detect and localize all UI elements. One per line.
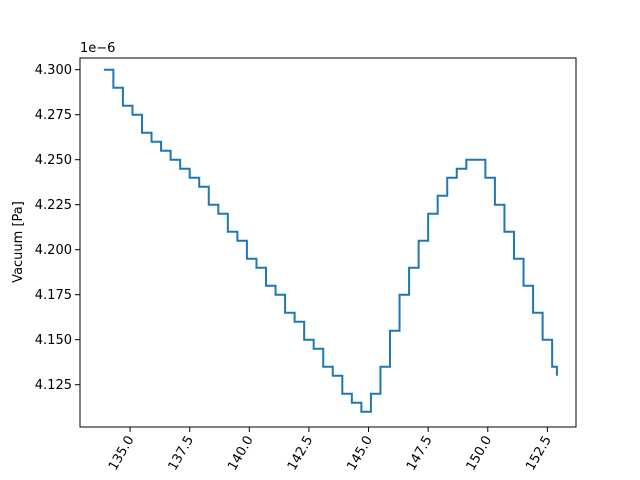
y-axis-label: Vacuum [Pa]: [11, 201, 26, 283]
y-offset-label: 1e−6: [80, 41, 115, 56]
x-tick-label: 135.0: [106, 434, 138, 474]
x-tick-label: 140.0: [225, 434, 257, 474]
x-tick-label: 152.5: [523, 434, 555, 474]
series-layer: [103, 68, 558, 413]
y-tick-label: 4.125: [35, 378, 72, 393]
y-axis: 4.125 4.150 4.175 4.200 4.225 4.250 4.275 4.300: [35, 63, 80, 393]
y-tick-label: 4.150: [35, 333, 72, 348]
y-tick-label: 4.275: [35, 108, 72, 123]
x-tick-label: 137.5: [166, 434, 198, 474]
x-axis: 135.0 137.5 140.0 142.5 145.0 147.5 150.0 152.5: [106, 427, 555, 473]
y-tick-label: 4.225: [35, 198, 72, 213]
plot-frame: [79, 57, 577, 428]
y-tick-label: 4.300: [35, 63, 72, 78]
x-tick-label: 145.0: [344, 434, 376, 474]
x-tick-label: 142.5: [285, 434, 317, 474]
x-tick-label: 147.5: [404, 434, 436, 474]
series-line: [103, 68, 558, 413]
y-tick-label: 4.250: [35, 153, 72, 168]
y-tick-label: 4.200: [35, 243, 72, 258]
x-tick-label: 150.0: [464, 434, 496, 474]
y-tick-label: 4.175: [35, 288, 72, 303]
